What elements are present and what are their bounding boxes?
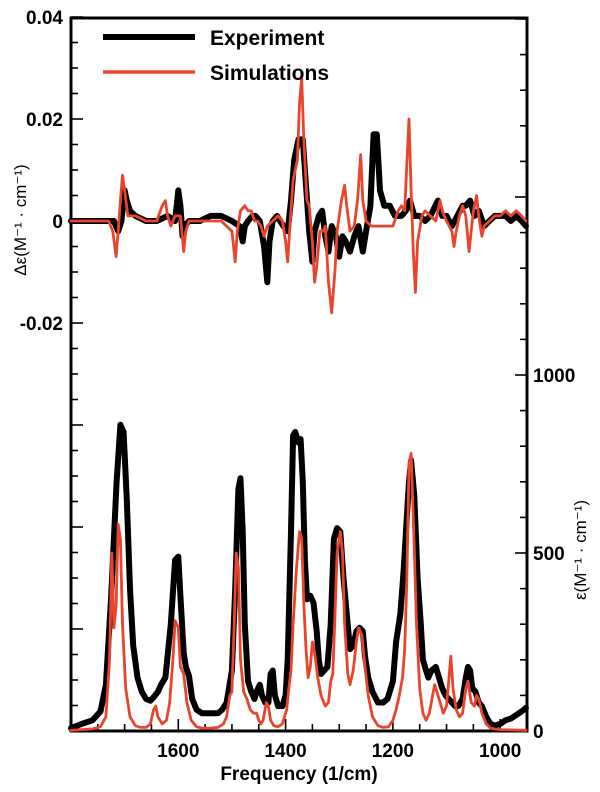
lower-y-axis-title: ε(M⁻¹ · cm⁻¹) <box>571 500 590 600</box>
upper-y-tick-label: 0 <box>52 212 63 233</box>
axis-tick-labels: 1600 1400 1200 1000 -0.02 0 0.02 0.04 0 500 1000 <box>20 8 576 762</box>
x-tick-label: 1200 <box>372 741 414 762</box>
x-tick-label: 1600 <box>157 741 199 762</box>
simulation-line <box>69 76 528 315</box>
upper-y-tick-label: -0.02 <box>20 314 63 335</box>
axis-ticks <box>70 16 528 732</box>
legend-label-experiment: Experiment <box>210 27 324 50</box>
lower-y-tick-label: 500 <box>533 544 565 565</box>
x-axis-title: Frequency (1/cm) <box>220 764 377 785</box>
upper-y-axis-title: Δε(M⁻¹ · cm⁻¹) <box>11 164 30 275</box>
x-tick-label: 1400 <box>264 741 306 762</box>
legend: Experiment Simulations <box>103 27 329 85</box>
lower-y-tick-label: 0 <box>533 722 544 743</box>
simulation-line <box>69 451 528 732</box>
lower-y-tick-label: 1000 <box>533 366 575 387</box>
legend-label-simulations: Simulations <box>210 62 329 85</box>
experiment-line <box>68 421 529 732</box>
upper-y-tick-label: 0.04 <box>26 8 63 29</box>
x-tick-label: 1000 <box>479 741 521 762</box>
series-layer <box>68 76 529 732</box>
upper-y-tick-label: 0.02 <box>26 110 63 131</box>
